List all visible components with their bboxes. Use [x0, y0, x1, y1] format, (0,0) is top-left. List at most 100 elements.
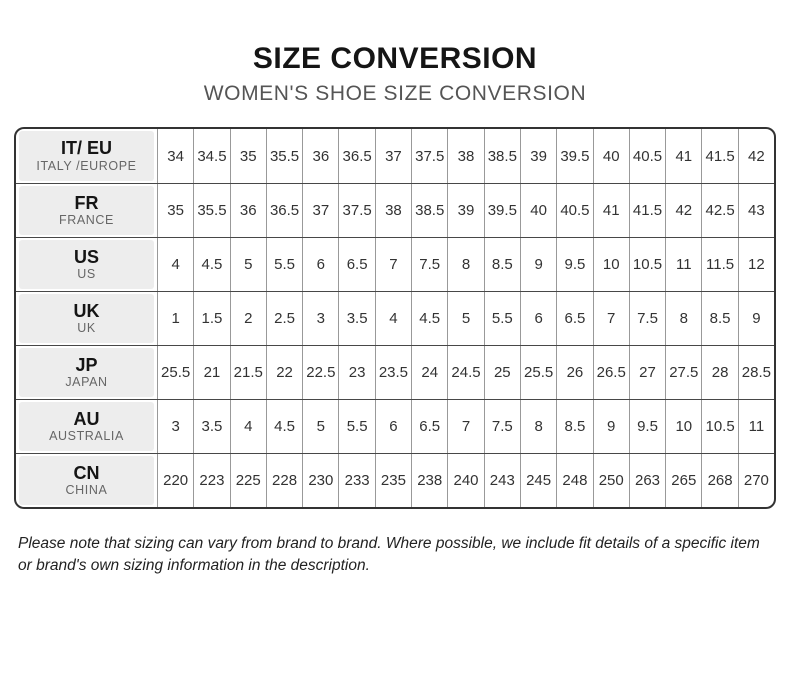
size-value-cell: 5	[303, 400, 340, 453]
size-value-cell: 41.5	[630, 184, 667, 237]
table-row: FR FRANCE 35 35.5 36 36.5 37 37.5 38 38.5 39 39.5 40…	[16, 183, 774, 237]
size-value-cell: 5	[448, 292, 485, 345]
size-value-cell: 245	[521, 454, 558, 507]
size-value-cell: 1.5	[194, 292, 231, 345]
size-value-cell: 38	[376, 184, 413, 237]
size-value-cell: 26.5	[594, 346, 630, 399]
size-value-cell: 37.5	[339, 184, 376, 237]
size-value-cell: 233	[339, 454, 376, 507]
size-value-cell: 9.5	[557, 238, 594, 291]
row-header-cell: US US	[16, 238, 158, 291]
size-value-cell: 28	[702, 346, 739, 399]
size-value-cell: 7.5	[412, 238, 449, 291]
row-country-name: AUSTRALIA	[49, 429, 124, 444]
footer-note: Please note that sizing can vary from br…	[18, 535, 760, 575]
row-country-code: FR	[74, 192, 99, 213]
size-value-cell: 8.5	[702, 292, 739, 345]
size-value-cell: 27.5	[666, 346, 703, 399]
size-value-cell: 4.5	[267, 400, 304, 453]
row-header-inner: US US	[19, 240, 154, 289]
page-title: SIZE CONVERSION	[252, 42, 538, 75]
row-header-cell: JP JAPAN	[16, 346, 158, 399]
row-country-name: CHINA	[65, 483, 108, 498]
size-value-cell: 5.5	[339, 400, 376, 453]
size-value-cell: 1	[158, 292, 195, 345]
size-value-cell: 43	[748, 202, 765, 219]
size-value-cell: 6	[376, 400, 413, 453]
table-row: JP JAPAN 25.5 21 21.5 22 22.5 23 23.5 24 24.5 25 25.…	[16, 345, 774, 399]
size-value-cell: 7.5	[485, 400, 521, 453]
size-value-cell: 38.5	[485, 129, 521, 183]
table-row: AU AUSTRALIA 3 3.5 4 4.5 5 5.5 6 6.5 7 7.5 8 8.5 9 9.5 1…	[16, 399, 774, 453]
size-value-cell: 248	[557, 454, 594, 507]
size-value-cell: 7	[376, 238, 413, 291]
size-value-cell: 5	[231, 238, 267, 291]
size-value-cell: 41.5	[702, 129, 739, 183]
size-value-cell: 28.5	[741, 364, 771, 381]
size-value-cell: 36	[303, 129, 340, 183]
size-value-cell: 36.5	[267, 184, 304, 237]
size-value-cell: 34	[158, 129, 195, 183]
size-value-cell: 34.5	[194, 129, 231, 183]
size-value-cell: 4	[376, 292, 413, 345]
row-country-name: JAPAN	[65, 375, 108, 390]
row-country-code: JP	[75, 354, 98, 375]
row-header-inner: FR FRANCE	[19, 186, 154, 235]
size-value-cell: 21.5	[231, 346, 267, 399]
size-value-cell: 8	[666, 292, 703, 345]
size-conversion-page: SIZE CONVERSION WOMEN'S SHOE SIZE CONVER…	[0, 42, 790, 673]
size-value-cell: 223	[194, 454, 231, 507]
size-value-cell: 4	[158, 238, 195, 291]
table-row: IT/ EU ITALY /EUROPE 34 34.5 35 35.5 36 36.5 37 3…	[16, 129, 774, 183]
size-value-cell: 39	[448, 184, 485, 237]
size-value-cell: 24	[412, 346, 449, 399]
size-value-cell: 22.5	[303, 346, 340, 399]
size-value-cell: 40.5	[557, 184, 594, 237]
row-header-cell: UK UK	[16, 292, 158, 345]
row-header-cell: AU AUSTRALIA	[16, 400, 158, 453]
size-value-cell: 35	[158, 184, 195, 237]
row-header-cell: CN CHINA	[16, 454, 158, 507]
row-header-cell: IT/ EU ITALY /EUROPE	[16, 129, 158, 183]
size-value-cell: 40	[521, 184, 558, 237]
size-value-cell: 38.5	[412, 184, 449, 237]
size-value-cell: 268	[702, 454, 739, 507]
size-value-cell: 35	[231, 129, 267, 183]
row-country-code: UK	[73, 300, 100, 321]
size-value-cell: 10	[594, 238, 630, 291]
size-value-cell: 10.5	[630, 238, 667, 291]
size-value-cell: 8.5	[557, 400, 594, 453]
size-value-cell: 8	[521, 400, 558, 453]
size-value-cell: 6	[521, 292, 558, 345]
size-value-cell: 25.5	[521, 346, 558, 399]
size-value-cell: 225	[231, 454, 267, 507]
size-value-cell: 41	[666, 129, 703, 183]
table-row: UK UK 1 1.5 2 2.5 3 3.5 4 4.5 5 5.5 6 6.5 7 7.5 8 8.5 9	[16, 291, 774, 345]
row-country-name: ITALY /EUROPE	[36, 158, 137, 173]
size-value-cell: 4.5	[412, 292, 449, 345]
size-value-cell: 9.5	[630, 400, 667, 453]
size-value-cell: 3	[158, 400, 195, 453]
row-country-code: US	[73, 246, 99, 267]
size-value-cell: 35.5	[194, 184, 231, 237]
size-value-cell: 7	[594, 292, 630, 345]
size-value-cell: 240	[448, 454, 485, 507]
size-value-cell: 9	[521, 238, 558, 291]
size-value-cell: 11.5	[702, 238, 739, 291]
row-country-name: FRANCE	[59, 213, 114, 228]
size-value-cell: 235	[376, 454, 413, 507]
size-value-cell: 270	[743, 472, 769, 489]
row-header-inner: JP JAPAN	[19, 348, 154, 397]
row-country-name: UK	[77, 321, 96, 336]
size-value-cell: 238	[412, 454, 449, 507]
row-header-inner: IT/ EU ITALY /EUROPE	[19, 131, 154, 181]
size-value-cell: 4	[231, 400, 267, 453]
size-value-cell: 39.5	[485, 184, 521, 237]
size-value-cell: 2.5	[267, 292, 304, 345]
size-value-cell: 8.5	[485, 238, 521, 291]
size-value-cell: 25	[485, 346, 521, 399]
size-value-cell: 40	[594, 129, 630, 183]
size-value-cell: 6.5	[412, 400, 449, 453]
size-value-cell: 5.5	[267, 238, 304, 291]
size-value-cell: 22	[267, 346, 304, 399]
